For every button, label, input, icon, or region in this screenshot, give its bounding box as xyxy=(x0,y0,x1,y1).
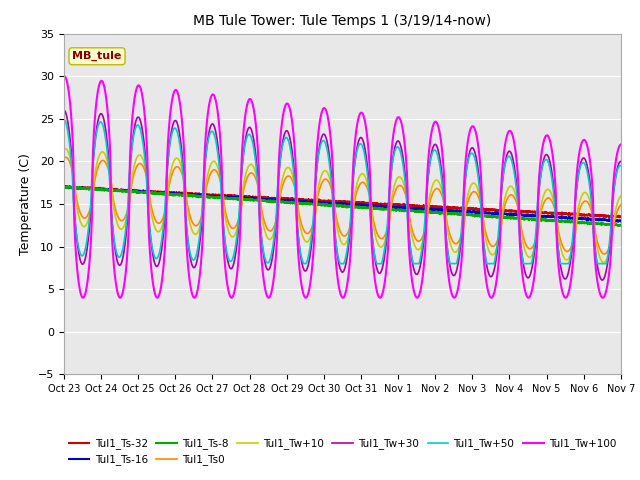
Tul1_Ts-32 xyxy=(609,214,617,219)
Tul1_Ts-16 xyxy=(609,218,617,224)
Tul1_Tw+30 xyxy=(510,161,518,167)
Tul1_Tw+30 xyxy=(236,208,244,214)
Tul1_Ts-8 xyxy=(510,215,518,221)
Tul1_Tw+100 xyxy=(61,73,68,79)
Tul1_Ts-8 xyxy=(609,222,617,228)
Tul1_Ts0 xyxy=(510,194,518,200)
Tul1_Tw+50 xyxy=(609,192,617,198)
Line: Tul1_Tw+30: Tul1_Tw+30 xyxy=(64,110,621,280)
Tul1_Ts0 xyxy=(62,155,70,160)
Tul1_Ts-16 xyxy=(236,195,244,201)
Tul1_Ts-8 xyxy=(542,216,550,222)
Tul1_Tw+100 xyxy=(511,141,518,147)
Tul1_Tw+10 xyxy=(600,260,607,265)
Tul1_Ts-32 xyxy=(616,215,623,220)
Line: Tul1_Tw+100: Tul1_Tw+100 xyxy=(64,76,621,298)
Tul1_Tw+10 xyxy=(116,226,124,231)
Tul1_Tw+30 xyxy=(541,153,549,158)
Tul1_Ts-32 xyxy=(236,193,244,199)
Tul1_Ts0 xyxy=(617,202,625,208)
Tul1_Tw+100 xyxy=(236,231,244,237)
Tul1_Tw+10 xyxy=(617,193,625,199)
Tul1_Ts-32 xyxy=(376,201,384,207)
Tul1_Tw+100 xyxy=(451,295,458,300)
Tul1_Ts-16 xyxy=(617,217,625,223)
Tul1_Tw+100 xyxy=(116,295,124,300)
Tul1_Ts-8 xyxy=(615,223,623,228)
Tul1_Ts-32 xyxy=(61,183,68,189)
Tul1_Tw+100 xyxy=(542,133,550,139)
Tul1_Tw+30 xyxy=(617,158,625,164)
Tul1_Ts0 xyxy=(609,227,617,233)
Tul1_Ts-16 xyxy=(614,219,622,225)
Tul1_Ts-8 xyxy=(617,222,625,228)
Tul1_Tw+30 xyxy=(598,277,606,283)
Title: MB Tule Tower: Tule Temps 1 (3/19/14-now): MB Tule Tower: Tule Temps 1 (3/19/14-now… xyxy=(193,14,492,28)
Legend: Tul1_Ts-32, Tul1_Ts-16, Tul1_Ts-8, Tul1_Ts0, Tul1_Tw+10, Tul1_Tw+30, Tul1_Tw+50,: Tul1_Ts-32, Tul1_Ts-16, Tul1_Ts-8, Tul1_… xyxy=(65,434,620,469)
Tul1_Tw+10 xyxy=(542,188,550,194)
Tul1_Ts-32 xyxy=(60,183,68,189)
Tul1_Tw+10 xyxy=(376,244,384,250)
Line: Tul1_Ts-32: Tul1_Ts-32 xyxy=(64,186,621,217)
Tul1_Ts0 xyxy=(236,211,244,217)
Tul1_Ts-16 xyxy=(376,203,384,209)
Tul1_Tw+100 xyxy=(609,181,617,187)
Tul1_Ts0 xyxy=(60,156,68,161)
Tul1_Ts-8 xyxy=(236,197,244,203)
Tul1_Tw+10 xyxy=(236,213,244,218)
Tul1_Tw+50 xyxy=(617,163,625,168)
Tul1_Tw+50 xyxy=(236,198,244,204)
Tul1_Tw+10 xyxy=(60,146,68,152)
Tul1_Ts-8 xyxy=(116,189,124,194)
Tul1_Ts-8 xyxy=(61,183,68,189)
Tul1_Ts0 xyxy=(600,251,608,257)
Line: Tul1_Tw+50: Tul1_Tw+50 xyxy=(64,119,621,264)
Tul1_Ts0 xyxy=(542,197,550,203)
Tul1_Ts-16 xyxy=(542,213,550,219)
Tul1_Ts-16 xyxy=(116,187,124,193)
Tul1_Ts-8 xyxy=(60,183,68,189)
Tul1_Tw+100 xyxy=(617,142,625,147)
Line: Tul1_Ts-16: Tul1_Ts-16 xyxy=(64,186,621,222)
Tul1_Tw+50 xyxy=(376,261,384,266)
Line: Tul1_Ts0: Tul1_Ts0 xyxy=(64,157,621,254)
Tul1_Tw+30 xyxy=(116,263,124,268)
Tul1_Ts0 xyxy=(116,217,124,223)
Tul1_Ts-16 xyxy=(60,184,68,190)
Tul1_Ts-32 xyxy=(116,187,124,193)
Tul1_Tw+30 xyxy=(60,108,68,113)
Tul1_Ts-8 xyxy=(376,205,384,211)
Tul1_Ts-32 xyxy=(542,209,550,215)
Tul1_Tw+100 xyxy=(376,295,384,300)
Tul1_Ts-16 xyxy=(61,183,69,189)
Tul1_Tw+10 xyxy=(510,188,518,193)
Tul1_Tw+50 xyxy=(300,261,308,266)
Tul1_Tw+10 xyxy=(61,146,69,152)
Line: Tul1_Tw+10: Tul1_Tw+10 xyxy=(64,149,621,263)
Tul1_Ts0 xyxy=(376,235,384,241)
Y-axis label: Temperature (C): Temperature (C) xyxy=(19,153,33,255)
Tul1_Ts-32 xyxy=(617,214,625,220)
Tul1_Tw+50 xyxy=(510,169,518,175)
Tul1_Tw+50 xyxy=(542,156,550,162)
Tul1_Tw+50 xyxy=(116,254,124,260)
Tul1_Ts-32 xyxy=(510,208,518,214)
Tul1_Ts-16 xyxy=(510,211,518,217)
Tul1_Tw+10 xyxy=(609,221,617,227)
Tul1_Tw+30 xyxy=(609,194,617,200)
Text: MB_tule: MB_tule xyxy=(72,51,122,61)
Tul1_Tw+30 xyxy=(376,270,383,276)
Tul1_Tw+100 xyxy=(60,73,68,79)
Tul1_Tw+50 xyxy=(60,116,68,122)
Line: Tul1_Ts-8: Tul1_Ts-8 xyxy=(64,186,621,226)
